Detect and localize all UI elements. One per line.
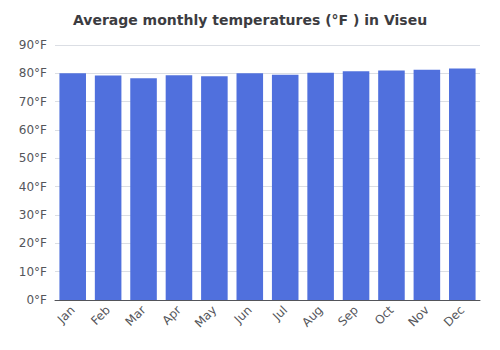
svg-text:60°F: 60°F xyxy=(19,123,47,137)
svg-text:Jun: Jun xyxy=(231,303,255,327)
svg-text:May: May xyxy=(192,303,219,330)
svg-text:Average monthly temperatures (: Average monthly temperatures (°F ) in Vi… xyxy=(73,12,427,28)
svg-text:10°F: 10°F xyxy=(19,265,47,279)
svg-text:50°F: 50°F xyxy=(19,151,47,165)
svg-text:80°F: 80°F xyxy=(19,66,47,80)
svg-text:90°F: 90°F xyxy=(19,38,47,52)
svg-text:70°F: 70°F xyxy=(19,95,47,109)
svg-text:30°F: 30°F xyxy=(19,208,47,222)
svg-text:40°F: 40°F xyxy=(19,180,47,194)
svg-text:Apr: Apr xyxy=(159,303,184,328)
svg-text:Mar: Mar xyxy=(123,303,149,329)
svg-text:Jan: Jan xyxy=(54,303,78,327)
svg-text:Aug: Aug xyxy=(299,303,325,329)
svg-text:Jul: Jul xyxy=(269,303,290,324)
svg-text:0°F: 0°F xyxy=(26,293,47,307)
svg-text:Sep: Sep xyxy=(335,303,361,329)
svg-text:Feb: Feb xyxy=(88,303,113,328)
svg-text:Nov: Nov xyxy=(405,303,431,329)
svg-text:Dec: Dec xyxy=(441,303,467,329)
svg-text:20°F: 20°F xyxy=(19,236,47,250)
svg-text:Oct: Oct xyxy=(372,303,397,328)
